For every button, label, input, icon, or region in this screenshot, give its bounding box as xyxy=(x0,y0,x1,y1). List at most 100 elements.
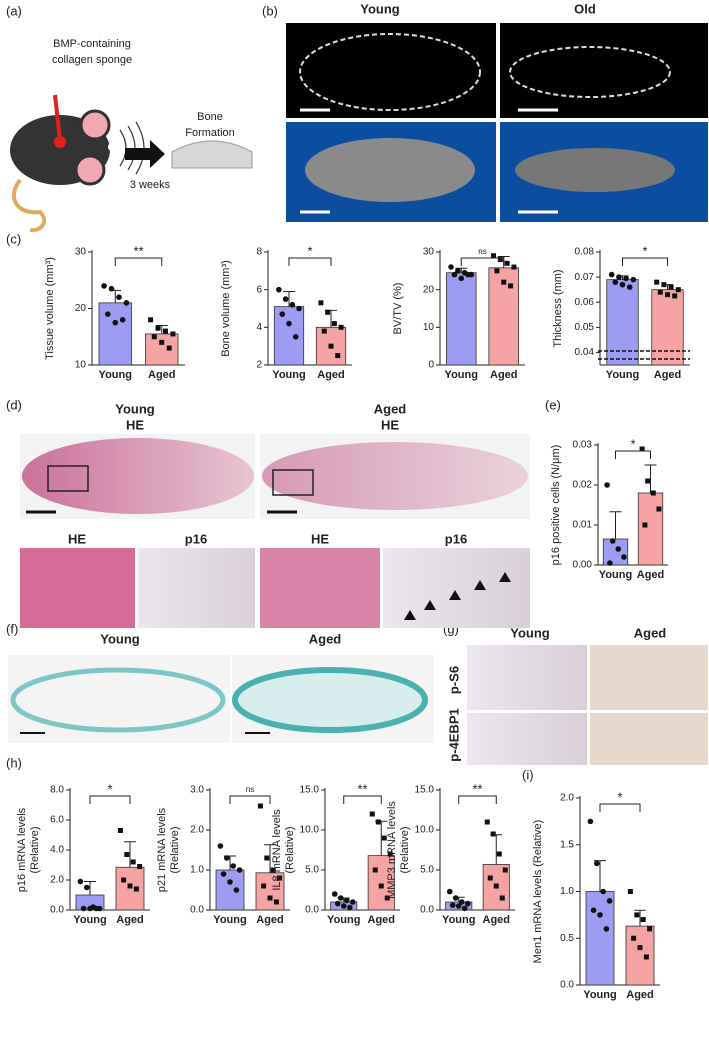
y-tick-label: 10.0 xyxy=(300,825,320,836)
data-point xyxy=(645,478,651,484)
data-point xyxy=(338,324,344,330)
y-axis-label: IL8 mRNA levels xyxy=(271,809,283,891)
data-point xyxy=(277,875,283,881)
significance-label: * xyxy=(107,781,112,796)
y-tick-label: 0.07 xyxy=(575,272,595,283)
data-point xyxy=(384,895,390,901)
data-point xyxy=(84,884,90,891)
data-point xyxy=(455,903,462,909)
label: BMP-containing xyxy=(53,38,131,50)
y-tick-label: 3.0 xyxy=(190,785,204,796)
panel-label: (d) xyxy=(6,397,22,412)
data-point xyxy=(465,271,471,278)
data-point xyxy=(87,905,93,912)
error-bar xyxy=(490,834,503,865)
data-point xyxy=(337,895,344,901)
y-tick-label: 10.0 xyxy=(415,825,435,836)
data-point xyxy=(668,284,674,290)
data-point xyxy=(650,490,656,496)
data-point xyxy=(597,912,603,918)
bar xyxy=(445,272,477,366)
y-tick-label: 0.0 xyxy=(560,980,574,991)
data-point xyxy=(381,835,387,841)
x-tick-label: Aged xyxy=(637,569,665,581)
data-point xyxy=(615,546,622,552)
data-point xyxy=(321,328,327,334)
data-point xyxy=(504,260,510,266)
y-tick-label: 5.0 xyxy=(305,865,319,876)
mouse-illustration xyxy=(10,94,253,233)
data-point xyxy=(276,286,282,293)
data-point xyxy=(493,883,499,889)
y-tick-label: 2.0 xyxy=(560,793,574,804)
data-point xyxy=(372,867,378,873)
data-point xyxy=(448,264,454,270)
x-tick-label: Young xyxy=(213,914,246,926)
data-point xyxy=(116,294,122,301)
data-point xyxy=(334,900,341,907)
y-axis-label: MMP3 mRNA levels xyxy=(386,801,398,899)
column-header: Old xyxy=(574,1,596,16)
data-point xyxy=(166,345,172,351)
significance-label: * xyxy=(307,243,312,258)
significance-label: * xyxy=(642,243,647,258)
data-point xyxy=(654,279,660,285)
data-point xyxy=(661,282,667,288)
y-tick-label: 2.0 xyxy=(190,825,204,836)
significance-bracket xyxy=(458,795,497,804)
y-tick-label: 0.05 xyxy=(575,322,595,333)
significance-label: ns xyxy=(478,247,486,256)
data-point xyxy=(484,819,490,825)
data-point xyxy=(123,300,130,306)
data-point xyxy=(590,907,597,913)
x-tick-label: Aged xyxy=(116,914,144,926)
data-point xyxy=(127,883,133,889)
significance-label: ** xyxy=(472,781,482,796)
data-point xyxy=(491,253,497,259)
label: collagen sponge xyxy=(52,54,132,66)
data-point xyxy=(639,446,645,452)
data-point xyxy=(121,877,127,883)
column-header: Aged xyxy=(634,625,667,640)
column-header: HE xyxy=(381,417,399,432)
y-tick-label: 15.0 xyxy=(415,785,435,796)
panel-label: (b) xyxy=(262,3,278,18)
data-point xyxy=(159,339,165,345)
y-axis-label: p16 mRNA levels xyxy=(16,807,28,892)
data-point xyxy=(335,353,341,359)
column-header: HE xyxy=(126,417,144,432)
data-point xyxy=(340,903,347,909)
data-point xyxy=(502,867,508,873)
bar xyxy=(625,925,655,986)
data-point xyxy=(282,296,289,302)
data-point xyxy=(675,287,681,293)
data-point xyxy=(108,285,115,292)
column-header: Aged xyxy=(309,631,342,646)
y-tick-label: 0.0 xyxy=(305,905,319,916)
data-point xyxy=(647,926,653,932)
data-point xyxy=(162,328,168,334)
x-tick-label: Young xyxy=(445,369,478,381)
data-point xyxy=(236,867,243,873)
ihc-images xyxy=(467,645,708,765)
data-point xyxy=(594,860,600,867)
y-tick-label: 0.06 xyxy=(575,297,595,308)
microct-images xyxy=(286,23,708,222)
data-point xyxy=(101,283,107,289)
y-tick-label: 0.02 xyxy=(573,480,593,491)
panel-label: (e) xyxy=(545,397,561,412)
y-axis-label: Tissue volume (mm³) xyxy=(44,257,56,360)
y-tick-label: 8 xyxy=(256,247,262,258)
x-tick-label: Young xyxy=(606,369,639,381)
error-bar xyxy=(634,909,646,927)
y-tick-label: 0.01 xyxy=(573,520,593,531)
bar xyxy=(585,891,615,986)
y-tick-label: 0.03 xyxy=(573,440,593,451)
data-point xyxy=(609,538,616,544)
data-point xyxy=(621,554,627,560)
y-tick-label: 2.0 xyxy=(50,875,64,886)
data-point xyxy=(296,305,302,312)
y-tick-label: 15.0 xyxy=(300,785,320,796)
data-point xyxy=(133,886,139,892)
data-point xyxy=(137,864,143,869)
